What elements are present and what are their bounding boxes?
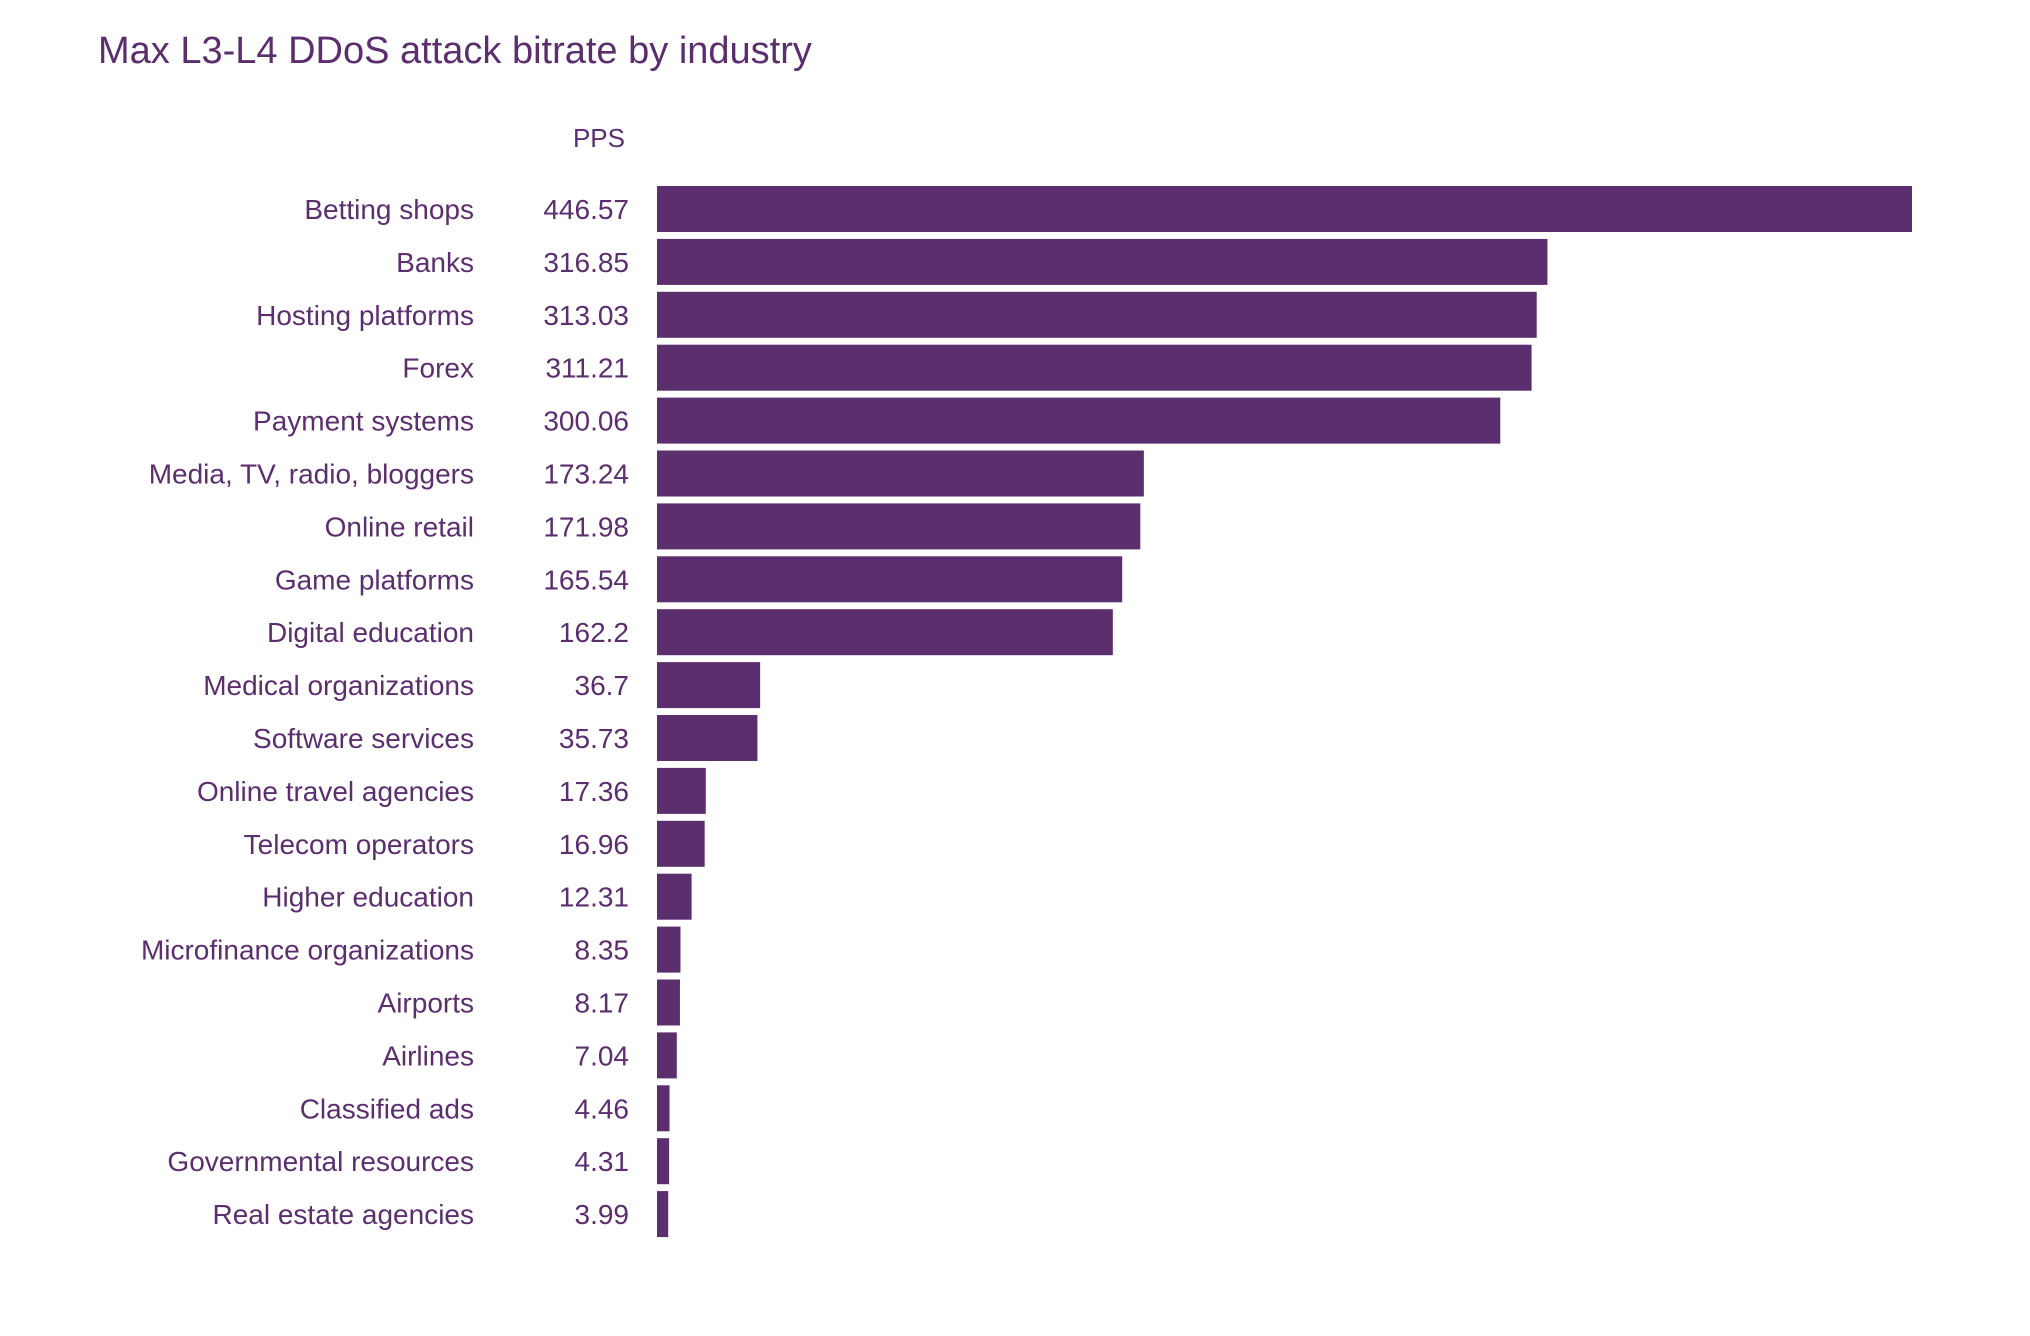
bar bbox=[657, 767, 706, 814]
value-label: 4.31 bbox=[575, 1146, 630, 1177]
category-label: Hosting platforms bbox=[256, 300, 474, 331]
category-label: Online retail bbox=[325, 511, 474, 542]
category-label: Telecom operators bbox=[244, 829, 474, 860]
bar bbox=[657, 1191, 669, 1238]
value-label: 7.04 bbox=[575, 1040, 630, 1071]
value-label: 446.57 bbox=[543, 194, 629, 225]
bar bbox=[657, 1138, 670, 1185]
category-label: Forex bbox=[402, 353, 474, 384]
bar bbox=[657, 820, 705, 867]
value-label: 300.06 bbox=[543, 406, 629, 437]
category-label: Classified ads bbox=[300, 1093, 474, 1124]
category-label: Higher education bbox=[262, 882, 474, 913]
category-label: Microfinance organizations bbox=[141, 935, 474, 966]
value-label: 162.2 bbox=[559, 617, 629, 648]
bar bbox=[657, 609, 1113, 656]
category-label: Digital education bbox=[267, 617, 474, 648]
value-label: 12.31 bbox=[559, 882, 629, 913]
category-label: Banks bbox=[396, 247, 474, 278]
bar bbox=[657, 291, 1537, 338]
bar bbox=[657, 1032, 677, 1079]
value-label: 316.85 bbox=[543, 247, 629, 278]
category-label: Media, TV, radio, bloggers bbox=[149, 459, 474, 490]
category-label: Betting shops bbox=[304, 194, 474, 225]
bar bbox=[657, 662, 761, 709]
value-label: 8.17 bbox=[575, 988, 630, 1019]
category-label: Governmental resources bbox=[167, 1146, 474, 1177]
value-label: 4.46 bbox=[575, 1093, 630, 1124]
value-label: 8.35 bbox=[575, 935, 630, 966]
category-label: Medical organizations bbox=[203, 670, 474, 701]
category-label: Game platforms bbox=[275, 564, 474, 595]
bar bbox=[657, 344, 1532, 391]
category-label: Online travel agencies bbox=[197, 776, 474, 807]
value-label: 173.24 bbox=[543, 459, 629, 490]
bar bbox=[657, 1085, 670, 1132]
value-label: 313.03 bbox=[543, 300, 629, 331]
value-label: 311.21 bbox=[545, 353, 629, 384]
category-label: Payment systems bbox=[253, 406, 474, 437]
bar bbox=[657, 450, 1144, 497]
value-label: 16.96 bbox=[559, 829, 629, 860]
bar bbox=[657, 715, 758, 761]
bar bbox=[657, 503, 1141, 550]
category-label: Airports bbox=[378, 988, 474, 1019]
chart-rows: Betting shops 446.57 Banks 316.85 Hosting pl… bbox=[141, 186, 1912, 1238]
value-label: 171.98 bbox=[543, 511, 629, 542]
value-label: 36.7 bbox=[575, 670, 630, 701]
value-label: 35.73 bbox=[559, 723, 629, 754]
bar bbox=[657, 238, 1548, 285]
bar bbox=[657, 926, 681, 973]
category-label: Software services bbox=[253, 723, 474, 754]
chart-title: Max L3-L4 DDoS attack bitrate by industr… bbox=[98, 30, 812, 72]
bar bbox=[657, 186, 1912, 232]
bar bbox=[657, 979, 680, 1026]
value-label: 3.99 bbox=[575, 1199, 630, 1230]
bar bbox=[657, 556, 1123, 603]
bar bbox=[657, 397, 1501, 444]
bar bbox=[657, 873, 692, 920]
value-label: 165.54 bbox=[543, 564, 629, 595]
value-column-header: PPS bbox=[573, 123, 625, 153]
value-label: 17.36 bbox=[559, 776, 629, 807]
category-label: Airlines bbox=[382, 1040, 474, 1071]
category-label: Real estate agencies bbox=[212, 1199, 474, 1230]
